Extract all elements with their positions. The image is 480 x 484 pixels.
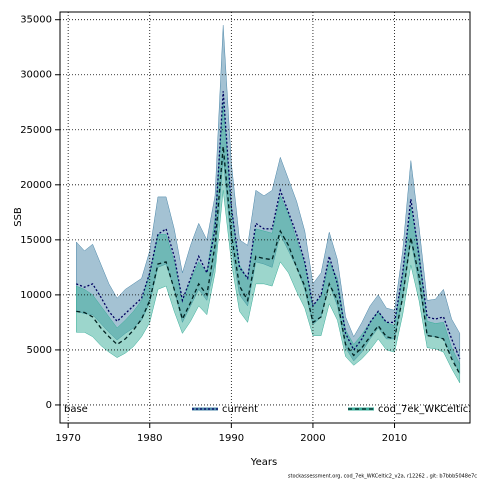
- footer: stockassessment.org, cod_7ek_WKCeltic2_v…: [288, 474, 477, 480]
- x-tick-label: 2000: [300, 433, 325, 444]
- y-axis-label: SSB: [13, 207, 24, 227]
- series-line: [76, 91, 461, 359]
- y-tick-label: 5000: [27, 345, 52, 356]
- confidence-band: [76, 102, 461, 384]
- legend-label: current: [222, 404, 258, 415]
- y-tick-label: 25000: [20, 125, 52, 136]
- x-tick-label: 1980: [137, 433, 162, 444]
- plot-area: current cod_7ek_WKCeltic2: [76, 25, 475, 415]
- x-tick-label: 1970: [55, 433, 80, 444]
- plot-frame: [59, 11, 471, 424]
- y-tick-label: 0: [46, 400, 52, 411]
- y-tick-label: 15000: [20, 235, 52, 246]
- y-tick-label: 10000: [20, 290, 52, 301]
- y-tick-label: 20000: [20, 180, 52, 191]
- y-tick-label: 30000: [20, 70, 52, 81]
- y-tick-label: 35000: [20, 15, 52, 26]
- x-axis-label: Years: [250, 457, 277, 468]
- legend-label: base: [64, 404, 88, 415]
- x-tick-label: 2010: [382, 433, 407, 444]
- legend-label: cod_7ek_WKCeltic2: [378, 404, 475, 415]
- series-line: [76, 146, 461, 375]
- x-tick-label: 1990: [219, 433, 244, 444]
